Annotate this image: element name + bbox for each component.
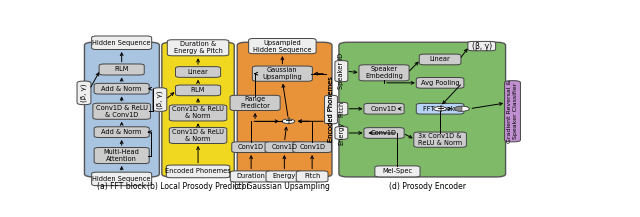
- Text: Encoded Phonemes: Encoded Phonemes: [328, 77, 334, 142]
- Text: Mel-Spec: Mel-Spec: [382, 168, 413, 174]
- Text: (β, γ): (β, γ): [81, 84, 87, 102]
- Text: (b) Local Prosody Predictor: (b) Local Prosody Predictor: [147, 182, 250, 191]
- FancyBboxPatch shape: [232, 142, 271, 153]
- Text: Encoded Phonemes: Encoded Phonemes: [165, 168, 231, 174]
- Text: Speaker ID: Speaker ID: [339, 53, 344, 89]
- FancyBboxPatch shape: [94, 148, 149, 164]
- FancyBboxPatch shape: [84, 42, 159, 177]
- FancyBboxPatch shape: [230, 171, 272, 182]
- Text: Energy: Energy: [273, 173, 296, 179]
- FancyBboxPatch shape: [162, 42, 234, 177]
- Text: Add & Norm: Add & Norm: [102, 86, 142, 92]
- Circle shape: [454, 106, 469, 111]
- Text: (β, γ): (β, γ): [157, 90, 163, 109]
- FancyBboxPatch shape: [265, 142, 304, 153]
- Text: Pitch: Pitch: [304, 173, 320, 179]
- FancyBboxPatch shape: [252, 66, 312, 81]
- FancyBboxPatch shape: [324, 95, 337, 124]
- Text: Conv1D & ReLU
& Conv1D: Conv1D & ReLU & Conv1D: [95, 105, 148, 118]
- Text: Linear: Linear: [429, 56, 451, 62]
- Text: (a) FFT block: (a) FFT block: [97, 182, 146, 191]
- FancyBboxPatch shape: [230, 95, 280, 110]
- Circle shape: [434, 107, 447, 111]
- FancyBboxPatch shape: [266, 171, 303, 182]
- Text: Duration: Duration: [237, 173, 266, 179]
- Text: Conv1D & ReLU
& Norm: Conv1D & ReLU & Norm: [172, 106, 224, 119]
- Text: Linear: Linear: [188, 69, 209, 75]
- Circle shape: [282, 119, 295, 123]
- Text: (d) Prosody Encoder: (d) Prosody Encoder: [388, 182, 466, 191]
- Text: Avg Pooling: Avg Pooling: [420, 80, 460, 86]
- FancyBboxPatch shape: [166, 165, 230, 178]
- Text: Hidden Sequence: Hidden Sequence: [92, 40, 151, 46]
- FancyBboxPatch shape: [94, 127, 149, 138]
- FancyBboxPatch shape: [248, 38, 316, 54]
- Text: Range
Predictor: Range Predictor: [240, 96, 270, 109]
- FancyBboxPatch shape: [416, 77, 464, 88]
- FancyBboxPatch shape: [359, 65, 409, 81]
- Wedge shape: [454, 106, 462, 111]
- Text: Add & Norm: Add & Norm: [102, 129, 142, 135]
- Text: (β, γ): (β, γ): [472, 42, 492, 51]
- Text: Hidden Sequence: Hidden Sequence: [92, 176, 151, 182]
- FancyBboxPatch shape: [339, 42, 506, 177]
- FancyBboxPatch shape: [167, 40, 229, 56]
- Text: Conv1D: Conv1D: [299, 144, 325, 150]
- FancyBboxPatch shape: [335, 127, 348, 139]
- FancyBboxPatch shape: [468, 41, 495, 51]
- Text: Conv1D: Conv1D: [238, 144, 264, 150]
- FancyBboxPatch shape: [296, 171, 328, 182]
- FancyBboxPatch shape: [419, 54, 461, 65]
- Text: FFT Blocks: FFT Blocks: [422, 106, 458, 112]
- FancyBboxPatch shape: [237, 42, 332, 177]
- Text: (c) Gaussian Upsampling: (c) Gaussian Upsampling: [234, 182, 330, 191]
- FancyBboxPatch shape: [93, 103, 150, 119]
- Text: Conv1D & ReLU
& Norm: Conv1D & ReLU & Norm: [172, 129, 224, 142]
- Text: FiLM: FiLM: [191, 87, 205, 93]
- FancyBboxPatch shape: [153, 88, 167, 111]
- FancyBboxPatch shape: [169, 127, 227, 143]
- FancyBboxPatch shape: [94, 83, 149, 94]
- Text: Energy: Energy: [339, 121, 344, 145]
- Text: +: +: [436, 104, 444, 114]
- FancyBboxPatch shape: [169, 105, 227, 121]
- Text: Encoded Phonemes: Encoded Phonemes: [328, 77, 334, 142]
- Text: Multi-Head
Attention: Multi-Head Attention: [104, 149, 140, 162]
- Text: +: +: [284, 116, 292, 126]
- Text: Conv1D: Conv1D: [271, 144, 298, 150]
- FancyBboxPatch shape: [416, 104, 464, 114]
- FancyBboxPatch shape: [364, 128, 404, 138]
- FancyBboxPatch shape: [364, 104, 404, 114]
- Text: Conv1D: Conv1D: [371, 106, 397, 112]
- Text: Gradient Reversal &
Speaker Classifier: Gradient Reversal & Speaker Classifier: [507, 80, 518, 143]
- Text: Conv1D: Conv1D: [371, 130, 397, 136]
- FancyBboxPatch shape: [77, 81, 91, 105]
- Text: 3x Conv1D &
ReLU & Norm: 3x Conv1D & ReLU & Norm: [418, 133, 462, 146]
- FancyBboxPatch shape: [504, 81, 520, 142]
- FancyBboxPatch shape: [414, 132, 467, 147]
- Text: Pitch: Pitch: [339, 101, 344, 117]
- FancyBboxPatch shape: [92, 172, 152, 186]
- FancyBboxPatch shape: [175, 67, 221, 77]
- FancyBboxPatch shape: [292, 142, 332, 153]
- FancyBboxPatch shape: [175, 85, 221, 96]
- Text: Speaker
Embedding: Speaker Embedding: [365, 66, 403, 79]
- FancyBboxPatch shape: [99, 64, 144, 75]
- Text: Duration &
Energy & Pitch: Duration & Energy & Pitch: [173, 41, 223, 54]
- Text: Upsampled
Hidden Sequence: Upsampled Hidden Sequence: [253, 39, 312, 53]
- Text: Gaussian
Upsampling: Gaussian Upsampling: [262, 67, 302, 80]
- Text: FiLM: FiLM: [115, 66, 129, 72]
- FancyBboxPatch shape: [375, 166, 420, 177]
- FancyBboxPatch shape: [335, 102, 348, 115]
- FancyBboxPatch shape: [335, 61, 348, 82]
- FancyBboxPatch shape: [92, 36, 152, 49]
